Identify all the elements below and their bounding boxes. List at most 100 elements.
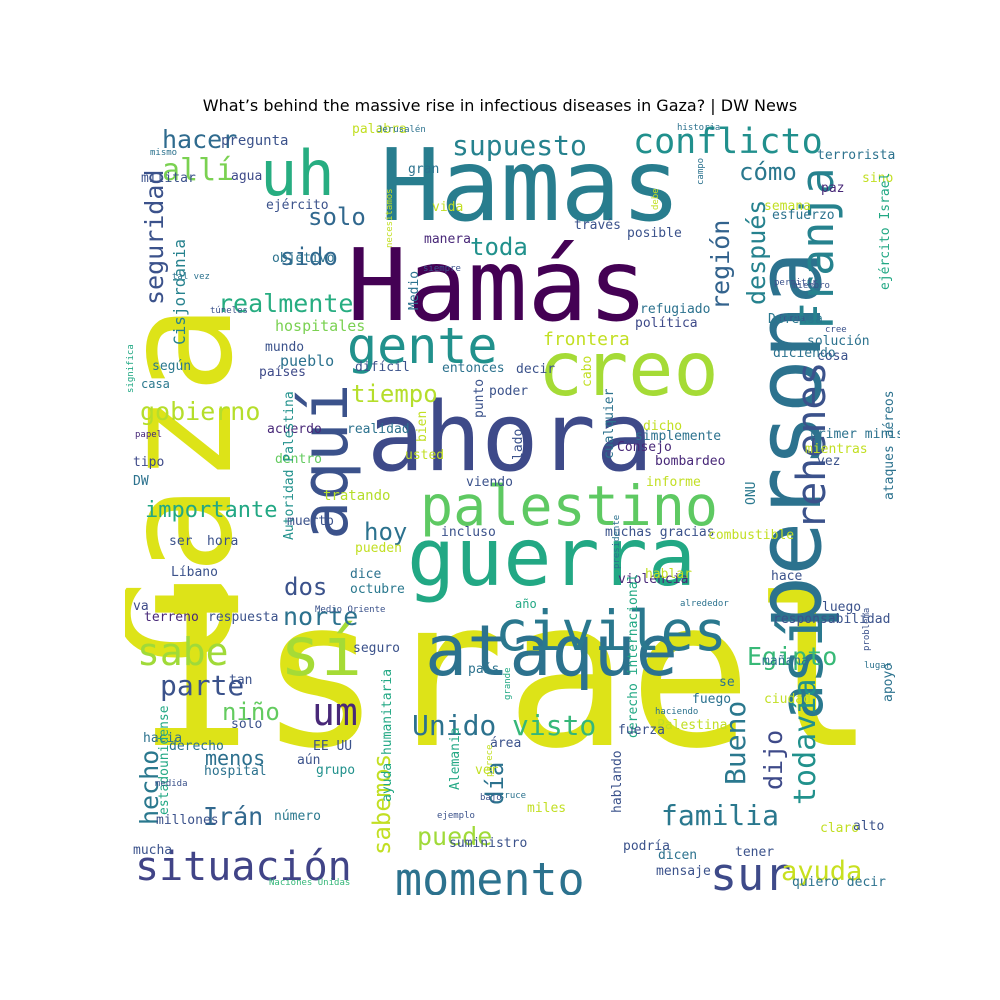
word-dos: dos [284, 573, 327, 601]
word-cisjordania: Cisjordania [170, 239, 189, 345]
word-solo: solo [231, 717, 262, 732]
word-hamas: Hamas [380, 127, 681, 244]
word-realmente: realmente [218, 289, 353, 318]
word-gente: gente [347, 317, 498, 375]
word-paises: países [259, 365, 306, 380]
word-supuesto: supuesto [452, 129, 587, 162]
word-importante: importante [145, 498, 277, 523]
word-derecho-internacional: derecho internacional [626, 574, 641, 738]
word-debe: debe [651, 188, 661, 210]
word-poder: poder [489, 384, 528, 399]
word-sur: sur [710, 848, 791, 895]
word-ataque: ataque [425, 610, 678, 692]
word-todavia: todavía [788, 679, 823, 805]
word-sido: sido [280, 243, 338, 271]
word-medio: Medio [407, 271, 422, 310]
word-cabo: cabo [580, 356, 595, 387]
word-fuerza: fuerza [618, 723, 665, 738]
word-responsabilidad: responsabilidad [773, 612, 890, 627]
word-tan: tan [229, 673, 252, 688]
word-ser: ser [169, 534, 193, 549]
word-muerto: muerto [287, 514, 334, 529]
word-numero: número [274, 809, 321, 824]
word-bajo: bajo [480, 793, 502, 803]
word-libano: Líbano [171, 565, 218, 580]
word-alli: allí [162, 153, 234, 188]
word-onu: ONU [744, 482, 759, 505]
word-manana: mañana [762, 654, 809, 669]
word-quiero-decir: quiero decir [792, 875, 886, 890]
word-cloud: Israel Gaza Hamas Hamás ahora persona guerra at… [125, 120, 900, 895]
word-hamas: Hamás [347, 227, 648, 344]
word-segun: según [152, 359, 191, 374]
word-alemania: Alemania [448, 727, 463, 790]
word-suministro: suministro [449, 836, 527, 851]
word-terrorista: terrorista [817, 148, 895, 163]
word-agua: agua [231, 169, 262, 184]
word-ejemplo: ejemplo [437, 811, 475, 821]
word-pueblo: pueblo [280, 352, 334, 370]
word-permitir: permitir [774, 278, 818, 288]
word-apoyo: apoyo [881, 663, 896, 702]
word-miembro: miembro [792, 281, 830, 291]
word-ataques-aereos: ataques aéreos [882, 390, 897, 500]
word-uh: uh [260, 137, 335, 210]
word-palestina: Palestina [657, 718, 727, 733]
word-defensa: Defensa [768, 312, 823, 327]
word-como: cómo [739, 158, 797, 186]
word-dice: dice [350, 567, 381, 582]
word-ayuda: ayuda [781, 856, 862, 887]
word-terreno: terreno [144, 610, 199, 625]
word-papel: papel [135, 430, 162, 440]
word-seguridad: seguridad [140, 170, 169, 305]
word-usted: usted [405, 448, 444, 463]
word-informe: informe [646, 475, 701, 490]
word-cualquier: cualquier [602, 388, 617, 459]
word-presidente: presidente [612, 515, 622, 569]
word-consejo: Consejo [617, 440, 672, 455]
word-dicen: dicen [658, 848, 697, 863]
word-lugar: lugar [864, 661, 892, 671]
word-ciudad: ciudad [764, 692, 811, 707]
word-posible: posible [627, 226, 682, 241]
word-solucion: solución [807, 334, 870, 349]
word-egipto: Egipto [747, 642, 837, 671]
word-cosa: cosa [817, 349, 848, 364]
word-pregunta: pregunta [221, 133, 288, 149]
word-familia: familia [661, 799, 779, 832]
word-ahora: ahora [367, 383, 653, 493]
word-hace: hace [771, 569, 802, 584]
word-tener: tener [735, 845, 774, 860]
word-guerra: guerra [407, 511, 696, 604]
word-dificil: difícil [355, 360, 410, 375]
wordcloud-title: What’s behind the massive rise in infect… [202, 96, 798, 115]
word-solo: solo [308, 203, 366, 231]
word-vez: vez [817, 454, 840, 469]
word-incluso: incluso [441, 525, 496, 540]
word-ayuda-humanitaria: ayuda humanitaria [380, 669, 395, 802]
word-violencia: violencia [618, 572, 688, 587]
word-nino: niño [222, 698, 280, 726]
word-manera: manera [424, 232, 471, 247]
word-semana: semana [764, 199, 811, 214]
word-ejercito: ejército [266, 198, 329, 213]
word-pueden: pueden [355, 541, 402, 556]
word-bombardeo: bombardeo [655, 454, 725, 469]
word-alto: alto [853, 819, 884, 834]
word-gaza: Gaza [125, 304, 266, 665]
word-fuego: fuego [692, 692, 731, 707]
word-vida: vida [432, 200, 463, 215]
word-norte: norte [283, 602, 358, 631]
word-asi: así [767, 612, 837, 720]
word-unido: Unido [412, 709, 496, 742]
word-traves: través [574, 218, 621, 233]
word-hecho: hecho [135, 750, 164, 825]
word-podria: podría [623, 839, 670, 854]
word-momento: momento [395, 853, 585, 895]
word-medio-oriente: Medio Oriente [315, 605, 385, 615]
word-visto: visto [512, 709, 596, 742]
word-frontera: frontera [543, 329, 630, 350]
word-hoy: hoy [364, 518, 407, 546]
word-haciendo: haciendo [655, 707, 698, 717]
